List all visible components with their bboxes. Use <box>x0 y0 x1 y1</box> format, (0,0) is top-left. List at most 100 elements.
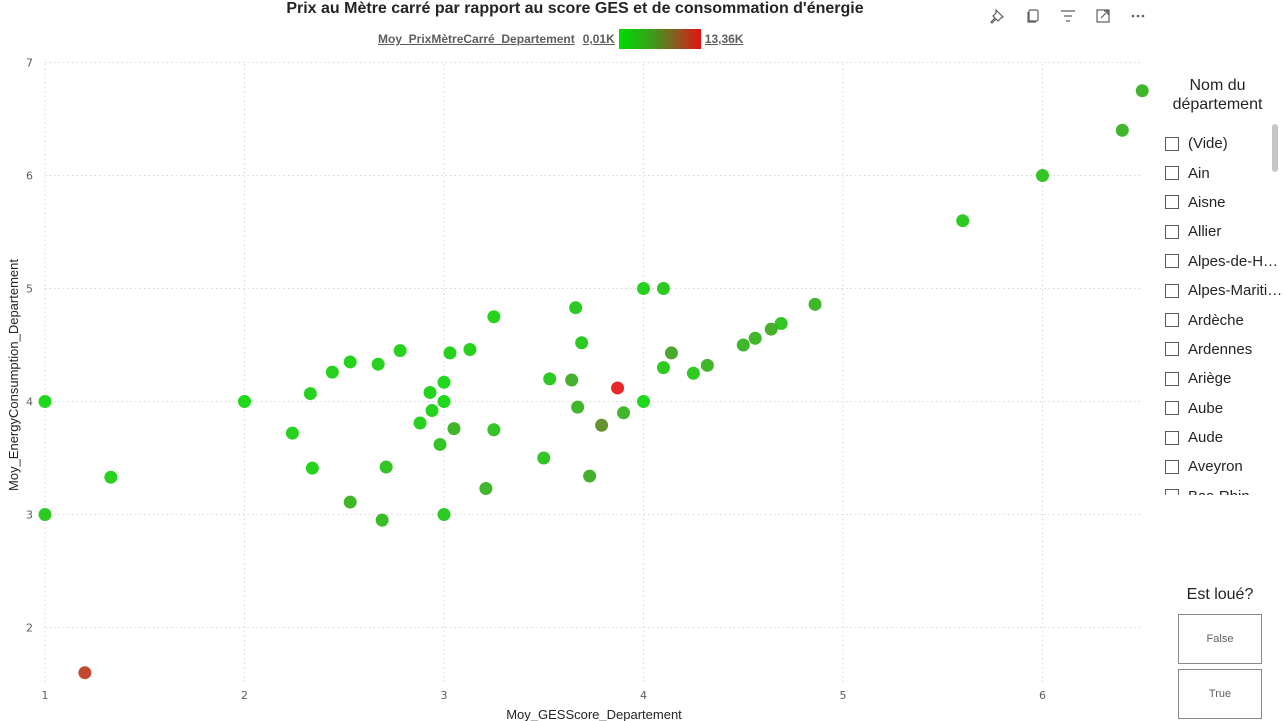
y-tick-label: 3 <box>26 509 33 522</box>
data-point[interactable] <box>393 344 407 358</box>
checkbox[interactable] <box>1165 195 1179 210</box>
slicer-item-label: Allier <box>1188 223 1222 241</box>
slicer-item[interactable]: Aude <box>1160 423 1285 452</box>
data-point[interactable] <box>748 331 762 345</box>
checkbox[interactable] <box>1165 136 1179 151</box>
data-point[interactable] <box>611 381 625 395</box>
focus-mode-button[interactable] <box>1089 5 1116 27</box>
data-point[interactable] <box>463 343 477 357</box>
data-point[interactable] <box>433 437 447 451</box>
x-tick-label: 4 <box>640 689 647 702</box>
data-point[interactable] <box>575 336 589 350</box>
data-point[interactable] <box>543 372 557 386</box>
data-point[interactable] <box>413 416 427 430</box>
checkbox[interactable] <box>1165 342 1179 357</box>
checkbox[interactable] <box>1165 430 1179 445</box>
data-point[interactable] <box>764 322 778 336</box>
data-point[interactable] <box>774 317 788 331</box>
data-point[interactable] <box>343 355 357 369</box>
slicer-item[interactable]: Ariège <box>1160 364 1285 393</box>
tile-false-button[interactable]: False <box>1178 614 1262 664</box>
slicer-departement-list[interactable]: (Vide) Ain Aisne Allier Alpes-de-Haute-Prove… <box>1160 129 1285 495</box>
tile-true-button[interactable]: True <box>1178 669 1262 719</box>
data-point[interactable] <box>437 375 451 389</box>
slicer-item[interactable]: Ain <box>1160 158 1285 187</box>
data-point[interactable] <box>38 395 52 408</box>
data-point[interactable] <box>78 666 92 680</box>
filter-button[interactable] <box>1054 5 1081 27</box>
slicer-item[interactable]: (Vide) <box>1160 129 1285 158</box>
data-point[interactable] <box>736 338 750 352</box>
slicer-item[interactable]: Aisne <box>1160 188 1285 217</box>
data-points <box>38 84 1149 680</box>
slicer-item[interactable]: Aveyron <box>1160 452 1285 481</box>
data-point[interactable] <box>571 400 585 414</box>
data-point[interactable] <box>479 482 493 496</box>
slicer-item[interactable]: Aube <box>1160 394 1285 423</box>
data-point[interactable] <box>569 301 583 315</box>
data-point[interactable] <box>617 406 631 420</box>
more-options-button[interactable] <box>1124 5 1151 27</box>
slicer-item[interactable]: Alpes-Maritimes <box>1160 276 1285 305</box>
data-point[interactable] <box>808 297 822 311</box>
checkbox[interactable] <box>1165 489 1179 495</box>
data-point[interactable] <box>664 346 678 360</box>
checkbox[interactable] <box>1165 254 1179 269</box>
data-point[interactable] <box>656 361 670 375</box>
slicer-item[interactable]: Bas-Rhin <box>1160 482 1285 495</box>
data-point[interactable] <box>1135 84 1149 98</box>
slicer-item-label: Bas-Rhin <box>1188 488 1283 495</box>
data-point[interactable] <box>583 469 597 483</box>
slicer-item[interactable]: Alpes-de-Haute-Provence <box>1160 247 1285 276</box>
data-point[interactable] <box>371 357 385 371</box>
data-point[interactable] <box>305 461 319 475</box>
copy-icon <box>1026 9 1039 23</box>
data-point[interactable] <box>303 387 317 401</box>
data-point[interactable] <box>956 214 970 228</box>
slicer-item[interactable]: Ardèche <box>1160 305 1285 334</box>
data-point[interactable] <box>595 418 609 432</box>
checkbox[interactable] <box>1165 401 1179 416</box>
data-point[interactable] <box>565 373 579 387</box>
data-point[interactable] <box>686 366 700 380</box>
data-point[interactable] <box>487 310 501 324</box>
checkbox[interactable] <box>1165 459 1179 474</box>
data-point[interactable] <box>487 423 501 437</box>
data-point[interactable] <box>1036 169 1049 182</box>
slicer-scrollbar[interactable] <box>1272 124 1278 172</box>
checkbox[interactable] <box>1165 283 1179 298</box>
data-point[interactable] <box>443 346 457 360</box>
data-point[interactable] <box>1115 123 1129 137</box>
data-point[interactable] <box>238 395 251 408</box>
data-point[interactable] <box>437 508 451 521</box>
data-point[interactable] <box>537 451 551 465</box>
data-point[interactable] <box>700 358 714 372</box>
data-point[interactable] <box>637 395 650 408</box>
data-point[interactable] <box>325 365 339 379</box>
data-point[interactable] <box>104 470 118 484</box>
visual-header-toolbar <box>984 5 1151 27</box>
data-point[interactable] <box>447 422 461 436</box>
data-point[interactable] <box>656 282 670 295</box>
x-tick-label: 1 <box>42 689 49 702</box>
axis-ticks: 2 3 4 5 6 7 1 2 3 4 5 6 <box>26 57 1046 703</box>
data-point[interactable] <box>375 513 389 527</box>
data-point[interactable] <box>423 385 437 399</box>
copy-visual-button[interactable] <box>1019 5 1046 27</box>
data-point[interactable] <box>285 426 299 440</box>
checkbox[interactable] <box>1165 166 1179 181</box>
slicer-item-label: Ain <box>1188 164 1210 182</box>
data-point[interactable] <box>425 404 439 418</box>
legend-field-name[interactable]: Moy_PrixMètreCarré_Departement <box>378 32 575 46</box>
data-point[interactable] <box>343 495 357 509</box>
data-point[interactable] <box>379 460 393 474</box>
checkbox[interactable] <box>1165 313 1179 328</box>
checkbox[interactable] <box>1165 224 1179 239</box>
slicer-item[interactable]: Allier <box>1160 217 1285 246</box>
data-point[interactable] <box>637 282 650 295</box>
slicer-item[interactable]: Ardennes <box>1160 335 1285 364</box>
data-point[interactable] <box>38 508 52 521</box>
data-point[interactable] <box>437 395 451 408</box>
checkbox[interactable] <box>1165 371 1179 386</box>
pin-button[interactable] <box>984 5 1011 27</box>
